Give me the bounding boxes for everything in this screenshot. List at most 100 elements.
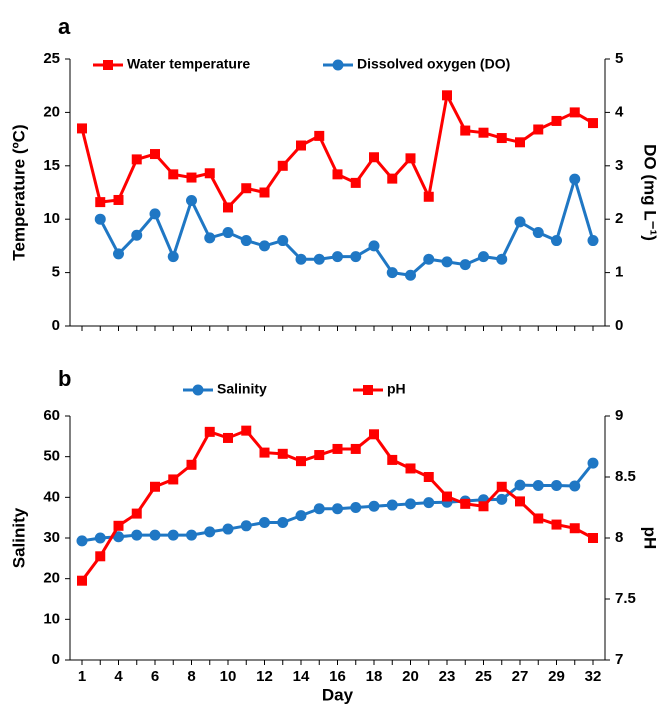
y2-tick-label: 9 — [615, 407, 623, 424]
marker — [587, 235, 599, 247]
marker — [313, 253, 325, 265]
marker — [295, 510, 307, 522]
x-axis-title: Day — [322, 685, 354, 704]
y-tick-label: 0 — [52, 317, 60, 334]
marker — [332, 503, 343, 515]
x-tick-label: 1 — [78, 668, 86, 685]
marker — [76, 535, 88, 547]
marker — [496, 133, 507, 144]
x-tick-label: 8 — [187, 668, 195, 685]
marker — [569, 480, 581, 492]
x-tick-label: 6 — [151, 668, 159, 685]
marker — [459, 259, 471, 271]
marker — [241, 183, 252, 194]
y-tick-label: 20 — [43, 103, 60, 120]
marker — [551, 115, 562, 126]
marker — [350, 443, 361, 454]
y2-tick-label: 4 — [615, 103, 624, 120]
marker — [295, 253, 307, 265]
marker — [514, 216, 526, 228]
marker — [423, 472, 434, 482]
y2-tick-label: 7 — [615, 651, 623, 668]
marker — [167, 529, 179, 541]
x-tick-label: 10 — [220, 668, 237, 685]
marker — [405, 153, 416, 164]
marker — [332, 251, 343, 263]
marker — [168, 169, 179, 180]
marker — [259, 517, 270, 529]
marker — [405, 498, 416, 510]
x-tick-label: 12 — [256, 668, 273, 685]
marker — [442, 90, 452, 101]
y2-tick-label: 8.5 — [615, 468, 636, 485]
x-tick-label: 20 — [402, 668, 419, 685]
marker — [423, 497, 435, 509]
marker — [131, 529, 143, 541]
y2-tick-label: 8 — [615, 529, 623, 546]
marker — [131, 154, 142, 165]
y2-tick-label: 5 — [615, 50, 623, 67]
marker — [77, 575, 87, 586]
legend-label: Salinity — [217, 381, 267, 397]
y-tick-label: 15 — [43, 157, 60, 174]
marker — [587, 457, 599, 469]
marker — [131, 229, 143, 241]
marker — [515, 137, 525, 148]
marker — [296, 140, 306, 151]
marker — [168, 474, 179, 485]
marker — [113, 531, 124, 543]
marker — [94, 213, 106, 225]
y2-tick-label: 7.5 — [615, 590, 636, 607]
y-axis-title: Salinity — [9, 507, 28, 568]
x-tick-label: 14 — [293, 668, 310, 685]
marker — [150, 481, 160, 492]
marker — [332, 169, 343, 180]
legend-label: Water temperature — [127, 56, 250, 72]
marker — [223, 432, 233, 443]
marker — [240, 520, 252, 532]
marker — [478, 501, 489, 512]
marker — [350, 177, 361, 188]
y-tick-label: 20 — [43, 570, 60, 587]
marker — [460, 498, 471, 509]
marker — [94, 532, 106, 544]
x-tick-label: 29 — [548, 668, 565, 685]
y-tick-label: 10 — [43, 210, 60, 227]
marker — [569, 107, 580, 118]
marker — [369, 152, 379, 163]
marker — [369, 429, 379, 440]
y-tick-label: 5 — [52, 264, 60, 281]
legend-marker — [103, 60, 113, 70]
y-tick-label: 60 — [43, 407, 60, 424]
marker — [478, 127, 489, 138]
marker — [204, 526, 216, 538]
y-tick-label: 30 — [43, 529, 60, 546]
marker — [314, 450, 325, 461]
panel-label: a — [58, 14, 71, 39]
marker — [442, 491, 452, 502]
marker — [259, 240, 270, 252]
marker — [241, 425, 252, 436]
y-tick-label: 0 — [52, 651, 60, 668]
marker — [314, 130, 325, 141]
marker — [296, 456, 306, 467]
marker — [387, 454, 398, 465]
marker — [277, 160, 288, 171]
marker — [387, 173, 398, 184]
marker — [186, 195, 197, 207]
marker — [95, 197, 106, 208]
marker — [386, 499, 398, 511]
marker — [277, 517, 289, 529]
marker — [186, 459, 197, 470]
panel-label: b — [58, 366, 71, 391]
marker — [149, 529, 161, 541]
y-axis-title: Temperature (ºC) — [9, 124, 28, 260]
legend-label: Dissolved oxygen (DO) — [357, 56, 510, 72]
marker — [405, 269, 416, 281]
legend-marker — [363, 385, 373, 395]
marker — [460, 125, 471, 136]
marker — [186, 172, 197, 183]
legend-marker — [332, 59, 344, 71]
y-tick-label: 50 — [43, 448, 60, 465]
marker — [533, 124, 544, 135]
